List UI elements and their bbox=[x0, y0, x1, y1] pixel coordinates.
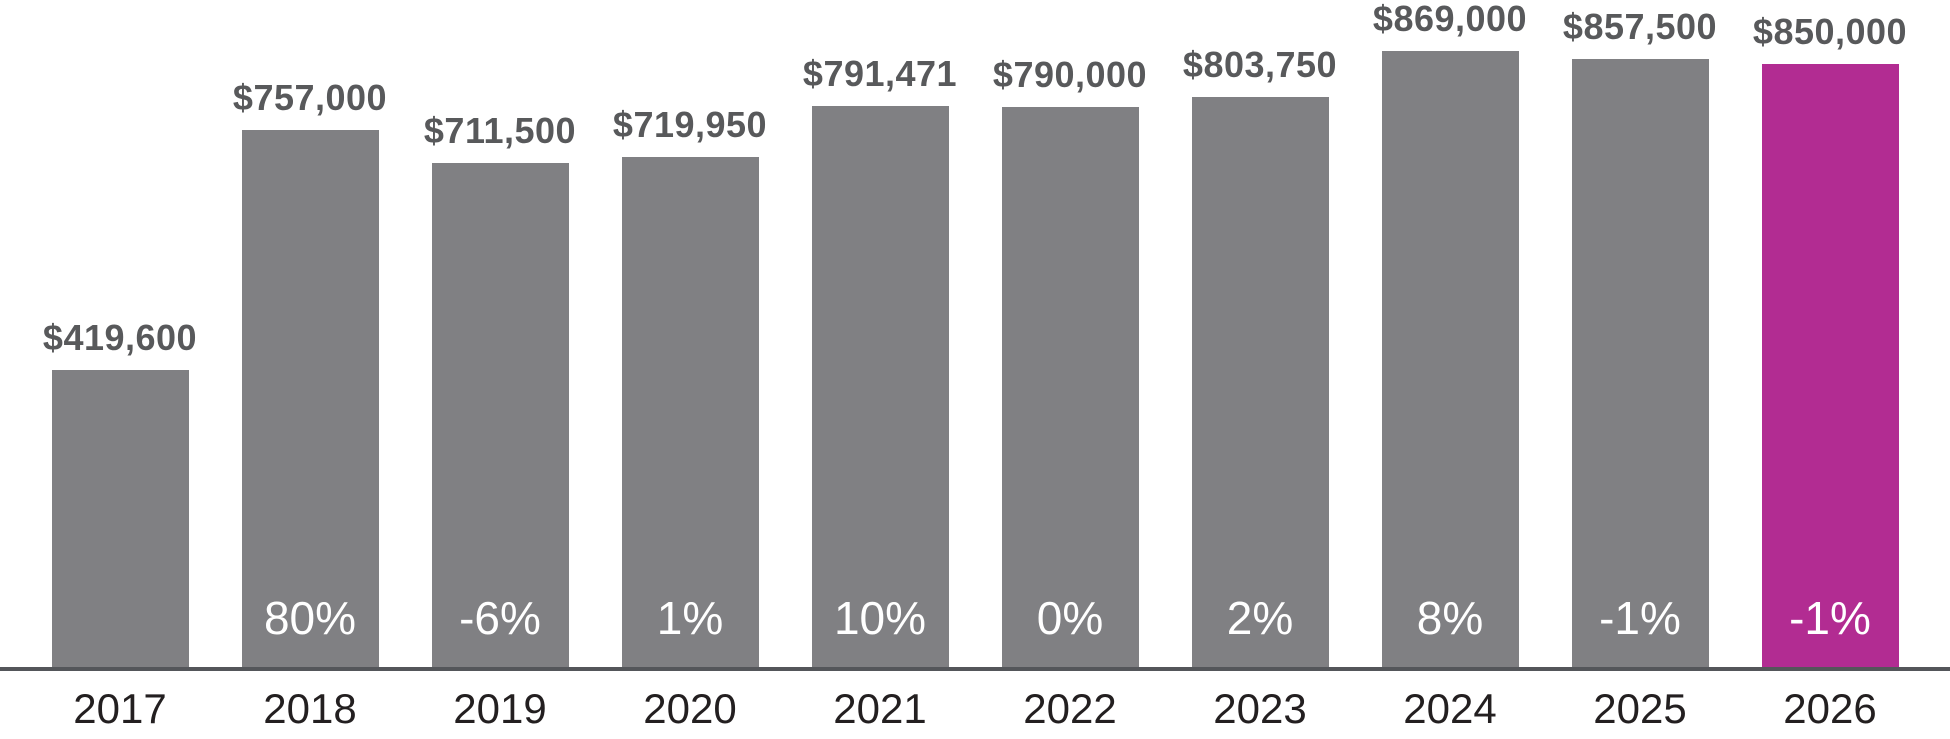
bar-2024: 8% bbox=[1381, 51, 1519, 667]
bar-value-label: $711,500 bbox=[423, 110, 577, 152]
bar-value-label: $850,000 bbox=[1752, 11, 1908, 53]
bar-percent-label: 2% bbox=[1226, 592, 1294, 644]
bar-2023: 2% bbox=[1191, 97, 1329, 667]
x-axis-label-2022: 2022 bbox=[1023, 685, 1117, 732]
bar-value-label: $719,950 bbox=[612, 104, 768, 146]
bar-value-label: $419,600 bbox=[42, 317, 198, 359]
bar-percent-label: -1% bbox=[1599, 592, 1681, 644]
bar-group-2021: $791,471 10% bbox=[785, 54, 975, 667]
bar-2021: 10% bbox=[811, 106, 949, 667]
bar-percent-label: -1% bbox=[1789, 592, 1871, 644]
x-axis-labels: 2017 2018 2019 2020 2021 2022 2023 2024 2025 2026 bbox=[0, 671, 1950, 733]
bar-value-label: $857,500 bbox=[1562, 6, 1718, 48]
bar-2020: 1% bbox=[621, 157, 759, 667]
x-axis-label-2026: 2026 bbox=[1783, 685, 1877, 732]
bar-2018: 80% bbox=[241, 130, 379, 667]
bar-2022: 0% bbox=[1001, 107, 1139, 667]
x-axis-label-2023: 2023 bbox=[1213, 685, 1307, 732]
bar-2019: -6% bbox=[431, 163, 569, 667]
bar-value-label: $803,750 bbox=[1182, 44, 1338, 86]
bar-2026: -1% bbox=[1761, 64, 1899, 667]
bar-percent-label: 80% bbox=[263, 592, 357, 644]
bar-percent-label: 8% bbox=[1416, 592, 1484, 644]
x-axis-label-2021: 2021 bbox=[833, 685, 927, 732]
bar-value-label: $757,000 bbox=[232, 77, 388, 119]
bar-value-label: $869,000 bbox=[1372, 0, 1528, 40]
bar-percent-label: 1% bbox=[656, 592, 724, 644]
bar-group-2019: $711,500 -6% bbox=[405, 111, 595, 667]
x-axis-label-2018: 2018 bbox=[263, 685, 357, 732]
bar-percent-label: -6% bbox=[459, 592, 541, 644]
x-axis-label-2019: 2019 bbox=[453, 685, 547, 732]
bar-group-2022: $790,000 0% bbox=[975, 55, 1165, 667]
x-axis-line bbox=[0, 667, 1950, 671]
bar-percent-label: 10% bbox=[833, 592, 927, 644]
x-axis-label-2025: 2025 bbox=[1593, 685, 1687, 732]
bar-group-2023: $803,750 2% bbox=[1165, 45, 1355, 667]
bar-group-2026: $850,000 -1% bbox=[1735, 12, 1925, 667]
bar-value-label: $791,471 bbox=[802, 53, 958, 95]
bar-2025: -1% bbox=[1571, 59, 1709, 667]
bar-value-label: $790,000 bbox=[992, 54, 1148, 96]
bar-2017 bbox=[51, 370, 189, 667]
plot-area: $419,600 $757,000 80% $711,500 -6% $719,950 1%… bbox=[25, 0, 1925, 667]
x-axis-label-2024: 2024 bbox=[1403, 685, 1497, 732]
bar-group-2018: $757,000 80% bbox=[215, 78, 405, 667]
bar-percent-label: 0% bbox=[1036, 592, 1104, 644]
bar-group-2017: $419,600 bbox=[25, 318, 215, 667]
bar-group-2025: $857,500 -1% bbox=[1545, 7, 1735, 667]
bar-group-2024: $869,000 8% bbox=[1355, 0, 1545, 667]
x-axis-label-2017: 2017 bbox=[73, 685, 167, 732]
bar-group-2020: $719,950 1% bbox=[595, 105, 785, 667]
x-axis-label-2020: 2020 bbox=[643, 685, 737, 732]
